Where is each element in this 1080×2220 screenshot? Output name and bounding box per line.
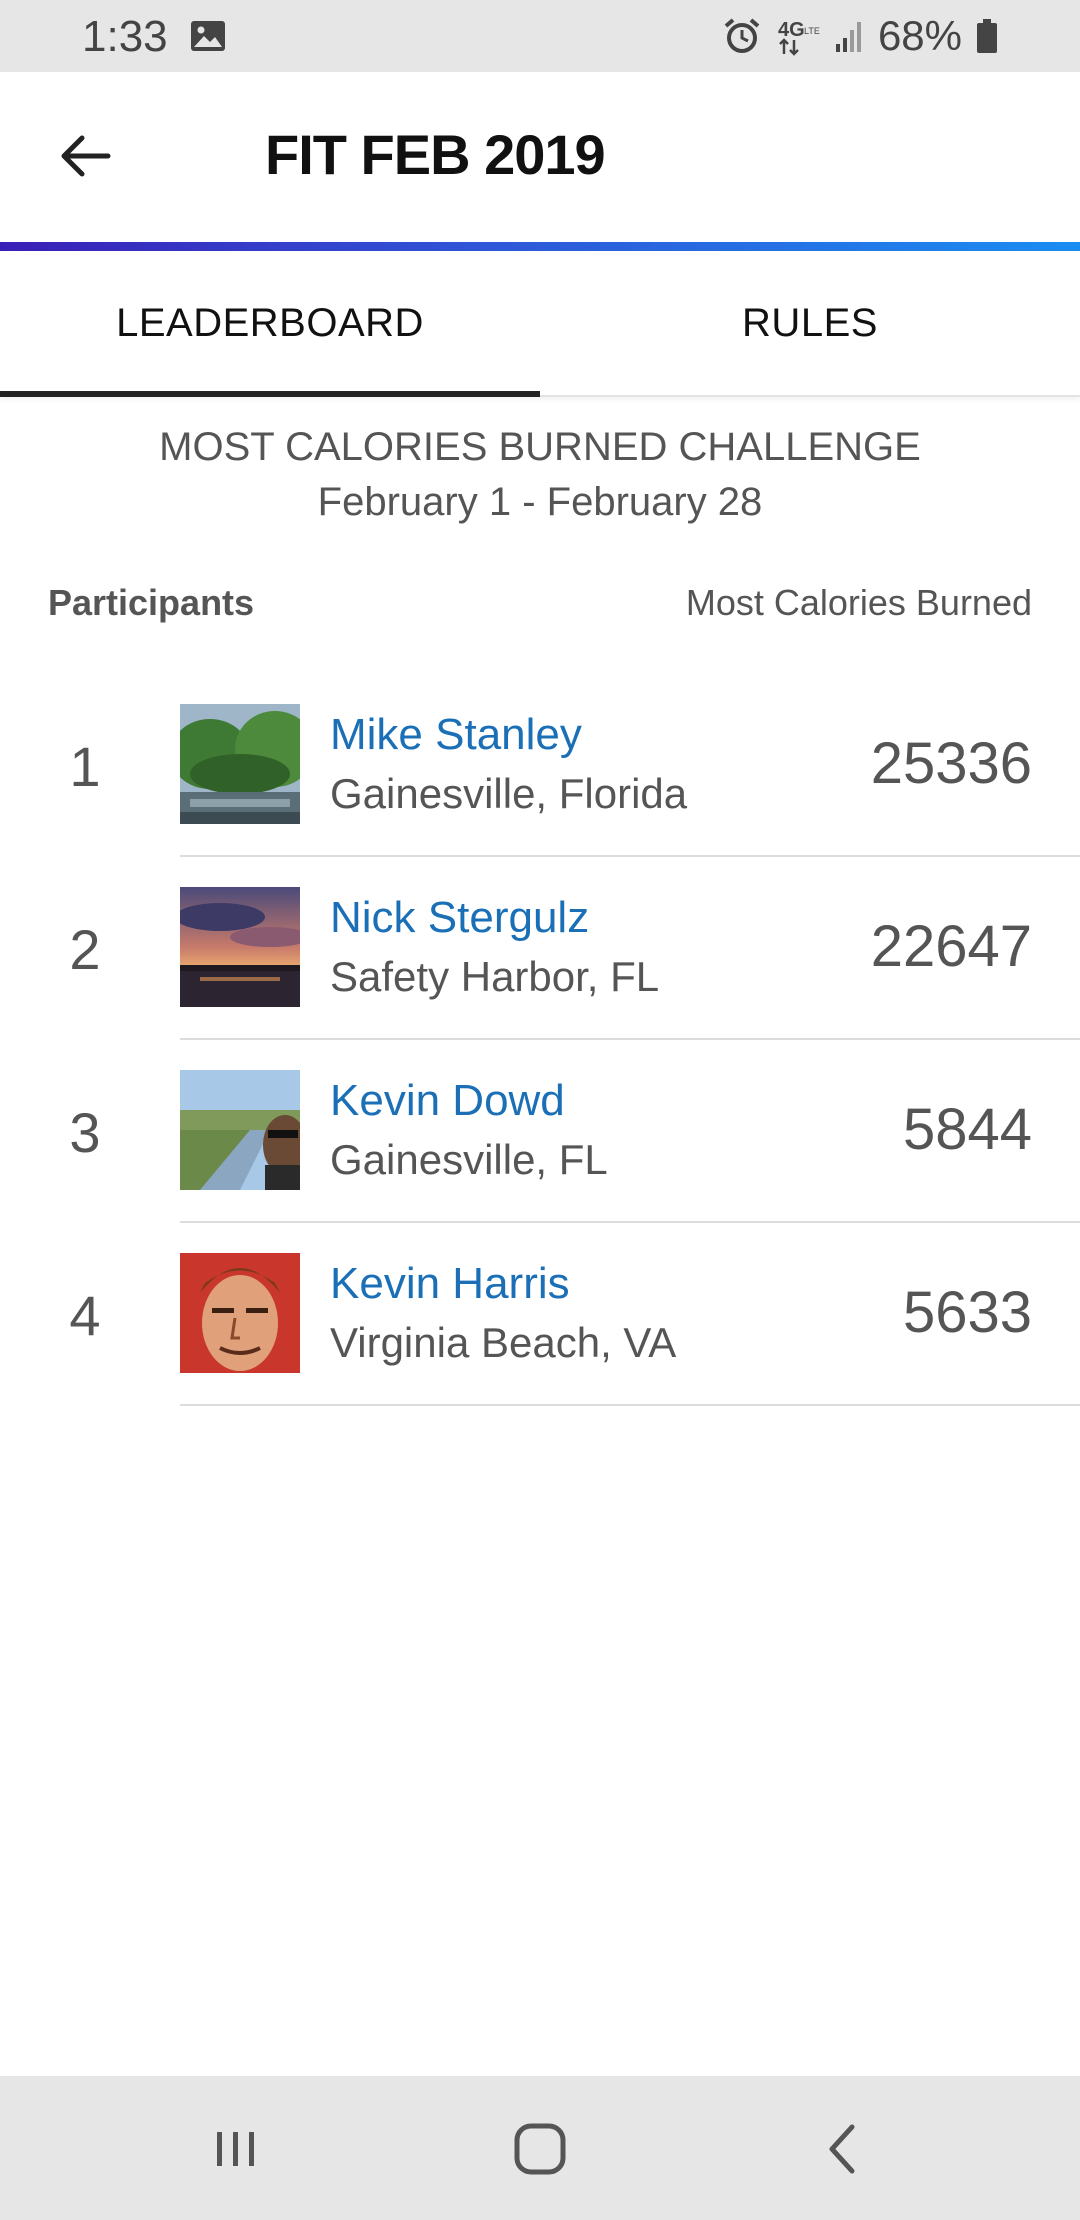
participant-location: Safety Harbor, FL — [330, 953, 660, 1000]
alarm-icon — [722, 16, 762, 56]
leaderboard-list: 1 Mike Stanley Gainesville, Florida 2533… — [0, 674, 1080, 1406]
tab-rules[interactable]: RULES — [742, 300, 878, 345]
participant-name[interactable]: Kevin Dowd — [330, 1076, 565, 1125]
leaderboard-row[interactable]: 2 Nick Stergulz Safety Harbor, FL 22647 — [0, 857, 1080, 1040]
participant-name[interactable]: Nick Stergulz — [330, 893, 590, 942]
rank-number: 1 — [69, 735, 101, 798]
battery-percent: 68% — [877, 12, 962, 59]
calories-score: 5633 — [902, 1280, 1032, 1345]
gallery-notification-icon — [190, 20, 226, 52]
participant-location: Virginia Beach, VA — [330, 1319, 677, 1366]
status-time: 1:33 — [82, 12, 168, 61]
back-arrow-icon[interactable] — [48, 120, 120, 192]
network-type-icon: 4G LTE — [776, 16, 820, 56]
status-indicators: 4G LTE 68% — [722, 12, 998, 60]
tab-bar: LEADERBOARD RULES — [0, 251, 1080, 397]
avatar[interactable] — [180, 704, 300, 824]
rank-number: 3 — [69, 1101, 101, 1164]
status-bar: 1:33 4G LTE 68% — [0, 0, 1080, 72]
leaderboard-row[interactable]: 1 Mike Stanley Gainesville, Florida 2533… — [0, 674, 1080, 857]
calories-score: 25336 — [870, 731, 1032, 796]
calories-score: 22647 — [870, 914, 1032, 979]
challenge-dates: February 1 - February 28 — [317, 480, 763, 524]
calories-score: 5844 — [902, 1097, 1032, 1162]
avatar[interactable] — [180, 1070, 300, 1190]
tab-leaderboard[interactable]: LEADERBOARD — [0, 251, 540, 397]
participant-location: Gainesville, FL — [330, 1136, 608, 1183]
participant-name[interactable]: Mike Stanley — [330, 710, 582, 759]
recent-apps-icon[interactable] — [196, 2114, 276, 2184]
row-divider — [180, 1038, 1080, 1040]
svg-text:4G: 4G — [778, 19, 805, 41]
avatar[interactable] — [180, 1253, 300, 1373]
row-divider — [180, 855, 1080, 857]
svg-text:LTE: LTE — [804, 26, 820, 36]
challenge-title: MOST CALORIES BURNED CHALLENGE — [159, 425, 921, 469]
row-divider — [180, 1404, 1080, 1406]
leaderboard-row[interactable]: 4 Kevin Harris Virginia Beach, VA 5633 — [0, 1223, 1080, 1406]
participants-column-header: Participants — [48, 582, 255, 623]
leaderboard-row[interactable]: 3 Kevin Dowd Gainesville, FL 5844 — [0, 1040, 1080, 1223]
header-gradient-divider — [0, 242, 1080, 251]
rank-number: 2 — [69, 918, 101, 981]
participant-location: Gainesville, Florida — [330, 770, 688, 817]
avatar[interactable] — [180, 887, 300, 1007]
rank-number: 4 — [69, 1284, 101, 1347]
row-divider — [180, 1221, 1080, 1223]
home-icon[interactable] — [500, 2114, 580, 2184]
signal-icon — [834, 18, 864, 54]
system-back-icon[interactable] — [802, 2114, 882, 2184]
page-title: FIT FEB 2019 — [265, 123, 606, 186]
battery-icon — [976, 18, 998, 54]
app-bar: FIT FEB 2019 — [0, 72, 1080, 242]
participant-name[interactable]: Kevin Harris — [330, 1259, 570, 1308]
system-nav-bar — [0, 2076, 1080, 2220]
score-column-header: Most Calories Burned — [685, 582, 1032, 623]
